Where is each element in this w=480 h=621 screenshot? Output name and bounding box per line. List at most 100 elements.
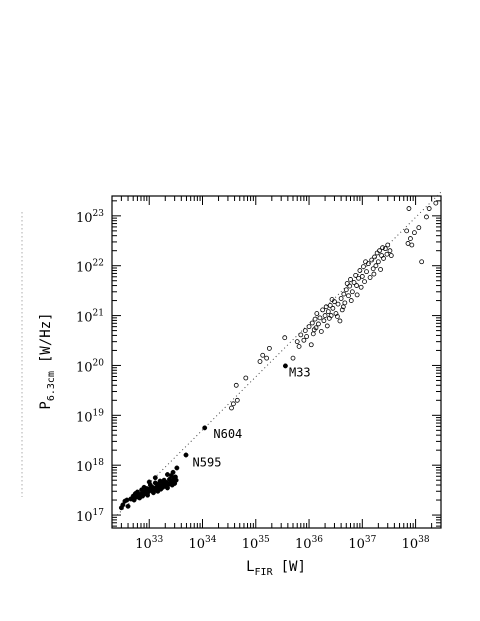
x-axis-label-sub: FIR: [255, 567, 274, 578]
data-point-open: [301, 337, 307, 343]
data-point-open: [339, 307, 345, 313]
data-point-open: [354, 292, 360, 298]
data-point-open: [294, 339, 300, 345]
y-tick-label-exponent: 17: [93, 508, 105, 518]
x-ticks: 1033 1034 1035 1036 1037 1038: [111, 196, 442, 552]
data-point-open: [359, 274, 365, 279]
data-point-open: [335, 301, 341, 307]
data-point-open: [311, 327, 317, 333]
data-point-open: [424, 214, 429, 220]
data-point-open: [334, 314, 340, 319]
data-point-open: [233, 382, 239, 388]
data-point-filled: [183, 452, 189, 458]
y-tick-label-exponent: 21: [93, 309, 104, 319]
data-point-open: [351, 280, 357, 285]
data-point-open: [419, 259, 425, 265]
data-point-open: [314, 311, 320, 316]
data-point-open: [257, 359, 263, 364]
x-tick-label-base: 10: [189, 537, 206, 552]
data-point-open: [369, 257, 375, 263]
y-tick-label-exponent: 22: [93, 259, 104, 269]
y-tick-label: 1017: [76, 508, 104, 525]
y-axis-label-unit: [W/Hz]: [38, 312, 54, 363]
data-point-open: [264, 355, 270, 361]
data-point-open: [387, 248, 393, 254]
data-point-open: [385, 242, 391, 248]
data-point-filled: [152, 475, 158, 481]
x-tick-label-exponent: 34: [205, 535, 217, 545]
y-tick-label-base: 10: [76, 360, 93, 375]
data-point-open: [382, 246, 388, 252]
data-point-open: [358, 284, 364, 290]
x-tick-label: 1037: [348, 535, 376, 552]
data-point-open: [380, 245, 385, 251]
data-point-open: [408, 236, 413, 241]
data-point-open: [404, 228, 410, 234]
data-point-filled: [125, 503, 131, 509]
data-point-open: [426, 206, 432, 211]
annotation-label: N595: [193, 455, 222, 469]
y-axis-label: P6.3cm [W/Hz]: [38, 312, 57, 409]
data-point-open: [290, 355, 296, 361]
data-point-open: [344, 281, 350, 286]
data-point-open: [416, 225, 422, 231]
data-point-open: [375, 259, 381, 265]
data-point-open: [361, 264, 366, 269]
y-tick-label-exponent: 20: [93, 358, 105, 368]
data-point-open: [346, 293, 351, 299]
data-point-open: [374, 250, 380, 256]
fit-line: [116, 191, 442, 516]
y-tick-label-base: 10: [76, 460, 93, 475]
data-point-open: [317, 315, 323, 321]
data-point-open: [229, 405, 234, 411]
data-point-open: [230, 401, 236, 407]
data-point-open: [316, 321, 321, 327]
y-tick-label-exponent: 23: [93, 209, 105, 219]
data-point-open: [356, 275, 361, 281]
data-point-filled: [173, 477, 179, 483]
data-point-open: [384, 251, 390, 257]
data-point-open: [349, 289, 355, 295]
x-tick-label-base: 10: [135, 537, 152, 552]
x-tick-label: 1035: [242, 535, 270, 552]
data-point-open: [320, 307, 326, 313]
data-point-open: [370, 266, 376, 272]
x-tick-label: 1038: [402, 535, 430, 552]
data-point-open: [298, 332, 304, 338]
data-point-open: [363, 259, 368, 265]
data-point-open: [433, 200, 439, 206]
data-point-open: [409, 242, 415, 248]
y-tick-label-exponent: 19: [93, 408, 105, 418]
y-tick-label: 1020: [76, 358, 104, 375]
x-axis-label-main: L: [246, 559, 254, 575]
y-tick-label-base: 10: [76, 410, 93, 425]
plot-frame: [111, 195, 442, 529]
y-tick-label-base: 10: [76, 311, 93, 326]
x-tick-label-base: 10: [295, 537, 312, 552]
data-point-open: [378, 267, 383, 272]
annotation-label: N604: [213, 427, 242, 441]
y-tick-label: 1022: [76, 259, 104, 276]
x-tick-label: 1036: [295, 535, 323, 552]
data-point-open: [347, 283, 353, 289]
data-point-open: [304, 334, 310, 339]
y-tick-label-base: 10: [76, 261, 93, 276]
data-point-open: [282, 335, 288, 341]
data-point-open: [322, 313, 328, 318]
data-point-open: [367, 275, 373, 280]
data-point-open: [234, 397, 240, 403]
data-point-open: [357, 268, 363, 273]
data-point-open: [312, 316, 318, 322]
annotation-label: M33: [289, 366, 311, 380]
x-axis-label-unit: [W]: [281, 559, 306, 575]
data-point-filled: [165, 472, 170, 477]
x-axis-label: LFIR [W]: [246, 559, 306, 578]
data-point-open: [310, 331, 316, 337]
data-point-open: [324, 323, 330, 329]
data-point-filled: [174, 465, 180, 471]
data-point-open: [318, 329, 324, 334]
x-tick-label-exponent: 38: [418, 535, 430, 545]
data-point-open: [309, 320, 315, 326]
data-point-filled: [146, 479, 152, 485]
